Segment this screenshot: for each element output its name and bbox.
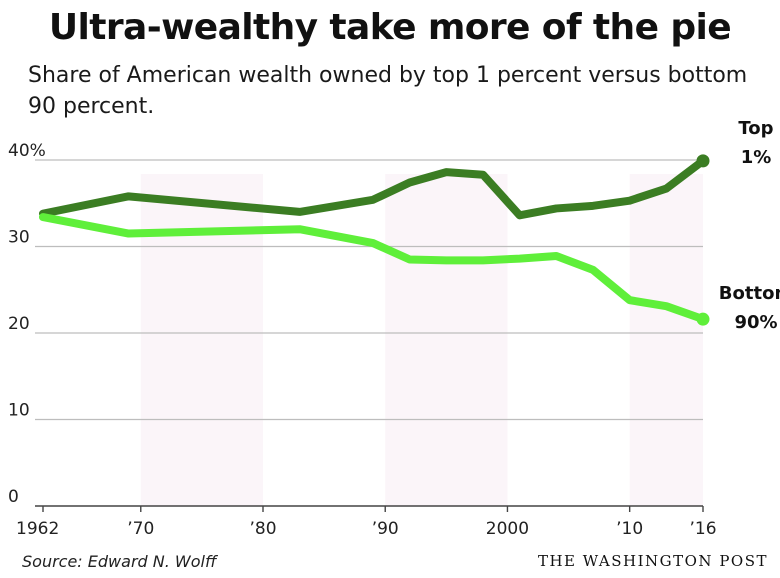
series-label-bottom-90-0: Bottom	[719, 283, 780, 304]
series-end-point-top-1	[696, 154, 710, 168]
y-tick-label-40: 40%	[8, 141, 46, 161]
series-line-bottom-90	[39, 213, 707, 324]
x-tick-label-1990: ’90	[372, 519, 399, 539]
x-axis-ticks: 1962 ’70 ’80 ’90 2000 ’10 ’16	[16, 506, 717, 539]
x-tick-label-1980: ’80	[249, 519, 276, 539]
decade-band-1	[385, 174, 508, 506]
chart-subtitle: Share of American wealth owned by top 1 …	[28, 63, 748, 119]
series-label-top-1-0: Top	[738, 118, 773, 139]
x-tick-label-1962: 1962	[16, 519, 59, 539]
source-note: Source: Edward N. Wolff	[22, 552, 217, 571]
y-axis-ticks: 0 10 20 30 40%	[8, 141, 46, 507]
decade-band-0	[140, 174, 263, 506]
series-label-bottom-90-1: 90%	[734, 312, 777, 333]
series-end-point-bottom-90	[696, 312, 710, 326]
y-tick-label-20: 20	[8, 314, 30, 334]
x-tick-label-2016: ’16	[689, 519, 716, 539]
decade-shading	[140, 174, 703, 506]
x-tick-label-2000: 2000	[486, 519, 529, 539]
grid-lines	[35, 159, 703, 507]
publisher-credit: THE WASHINGTON POST	[537, 552, 768, 570]
x-tick-label-2010: ’10	[616, 519, 643, 539]
y-tick-label-30: 30	[8, 228, 30, 248]
series-label-top-1-1: 1%	[741, 147, 772, 168]
decade-band-2	[629, 174, 703, 506]
x-tick-label-1970: ’70	[127, 519, 154, 539]
series-labels: Top 1% Bottom 90%	[719, 118, 780, 333]
series-line-top-1	[39, 156, 707, 220]
chart-title: Ultra-wealthy take more of the pie	[48, 7, 732, 48]
series-lines	[39, 154, 710, 326]
y-tick-label-10: 10	[8, 401, 30, 421]
y-tick-label-0: 0	[8, 487, 19, 507]
